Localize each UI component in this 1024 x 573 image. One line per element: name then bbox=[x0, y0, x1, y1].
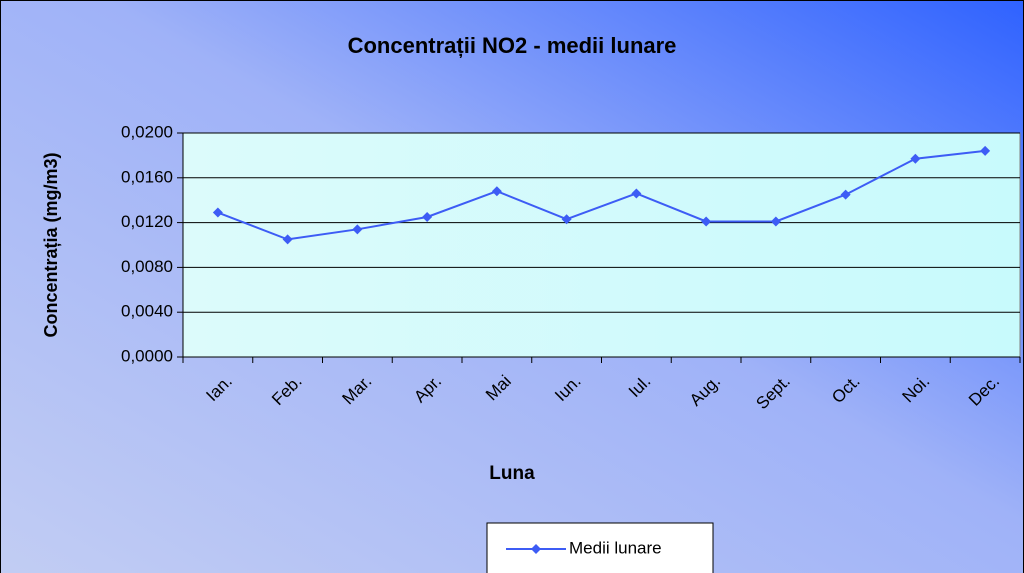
y-tick-label: 0,0080 bbox=[121, 257, 173, 276]
data-point bbox=[422, 212, 433, 222]
y-tick-label: 0,0040 bbox=[121, 302, 173, 321]
data-point bbox=[352, 224, 363, 235]
data-point bbox=[910, 153, 921, 164]
data-point bbox=[212, 207, 223, 218]
x-axis-title: Luna bbox=[489, 463, 535, 484]
y-tick-label: 0,0120 bbox=[121, 212, 173, 231]
y-axis-title: Concentrația (mg/m3) bbox=[41, 152, 61, 337]
series-line bbox=[217, 149, 986, 241]
data-point bbox=[701, 216, 712, 227]
data-point bbox=[282, 234, 293, 245]
data-point bbox=[770, 216, 781, 227]
data-point bbox=[980, 145, 991, 156]
data-point bbox=[491, 186, 502, 197]
legend-label: Medii lunare bbox=[569, 538, 662, 557]
y-tick-label: 0,0200 bbox=[121, 122, 173, 141]
plot-area bbox=[182, 132, 1021, 358]
chart-title: Concentrații NO2 - medii lunare bbox=[348, 33, 677, 58]
data-point bbox=[561, 214, 572, 225]
legend-marker bbox=[531, 544, 541, 554]
y-tick-label: 0,0160 bbox=[121, 167, 173, 186]
y-tick-label: 0,0000 bbox=[121, 346, 173, 365]
data-point bbox=[631, 188, 642, 199]
data-point bbox=[840, 189, 851, 200]
